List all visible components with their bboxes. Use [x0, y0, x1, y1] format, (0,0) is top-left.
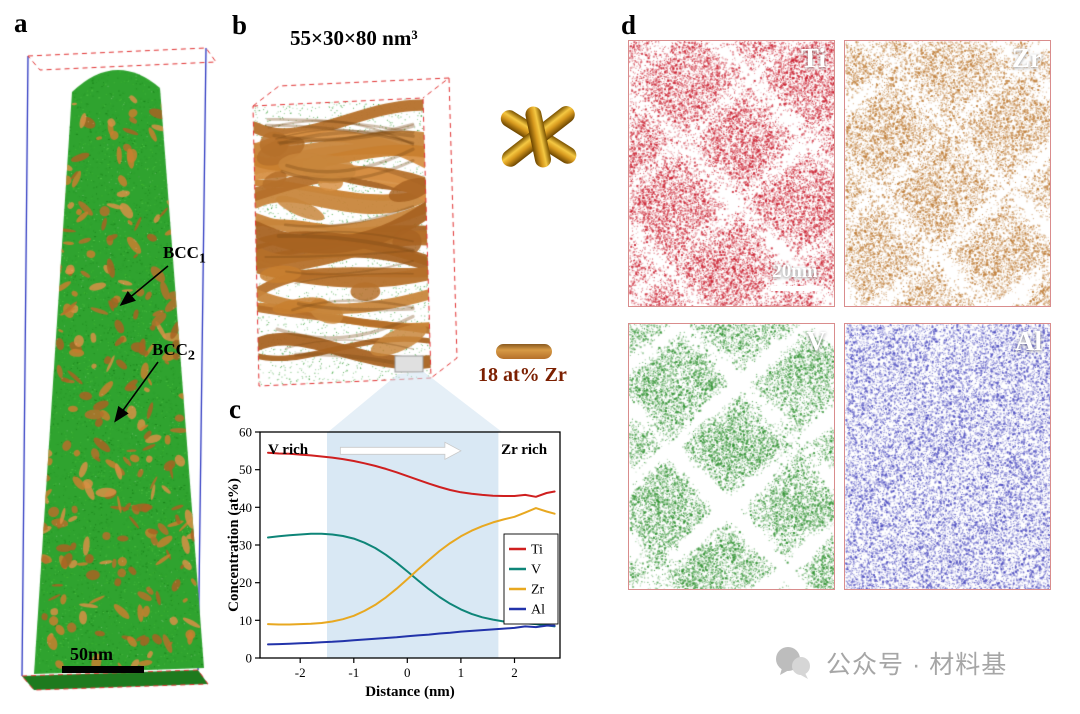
- panel-a-scalebar: [62, 666, 144, 673]
- watermark-text: 公众号 · 材料基: [826, 651, 1008, 679]
- v-map-canvas: [629, 324, 834, 589]
- watermark: 公众号 · 材料基: [772, 642, 1007, 684]
- panel-d-scalebar: 20nm: [771, 261, 819, 291]
- svg-text:Zr rich: Zr rich: [501, 442, 548, 458]
- bcc2-annotation: BCC2: [152, 340, 195, 364]
- zr-map-label: Zr: [1012, 43, 1042, 73]
- al-map-canvas: [845, 324, 1050, 589]
- element-map-v: V: [628, 323, 835, 590]
- bcc1-subscript: 1: [198, 250, 206, 267]
- isosurface-volume-rendering: [243, 56, 471, 394]
- panel-d-label: d: [621, 10, 637, 40]
- svg-text:40: 40: [239, 500, 252, 515]
- wechat-official-account-icon: [776, 647, 810, 679]
- element-map-ti: Ti 20nm: [628, 40, 835, 307]
- svg-text:Ti: Ti: [531, 543, 543, 558]
- al-map-label: Al: [1015, 326, 1042, 356]
- panel-b-label: b: [232, 10, 248, 40]
- svg-text:1: 1: [458, 665, 465, 680]
- element-map-al: Al: [844, 323, 1051, 590]
- svg-text:V rich: V rich: [268, 442, 309, 458]
- zr-map-canvas: [845, 41, 1050, 306]
- panel-a-scalebar-label: 50nm: [70, 644, 114, 664]
- svg-text:Concentration (at%): Concentration (at%): [226, 478, 242, 612]
- crossed-gold-cylinders-icon: [500, 106, 577, 168]
- panel-c-label: c: [229, 394, 241, 424]
- svg-text:0: 0: [246, 651, 253, 666]
- svg-text:Distance (nm): Distance (nm): [365, 684, 455, 700]
- concentration-profile-chart: -2 -1 0 1 2 0 10 20 30 40 50 60 Distance (nm) Concent…: [226, 408, 586, 708]
- svg-text:-1: -1: [348, 665, 359, 680]
- bcc1-text: BCC: [163, 243, 199, 262]
- isosurface-legend-capsule: [496, 344, 552, 359]
- isosurface-caption: 18 at% Zr: [478, 364, 567, 386]
- svg-text:60: 60: [239, 425, 252, 440]
- svg-text:V: V: [531, 563, 541, 578]
- svg-text:50: 50: [239, 462, 252, 477]
- bcc1-annotation: BCC1: [163, 243, 206, 267]
- svg-text:0: 0: [404, 665, 411, 680]
- bcc2-text: BCC: [152, 340, 188, 359]
- ti-map-label: Ti: [800, 43, 826, 73]
- svg-text:30: 30: [239, 538, 252, 553]
- svg-text:10: 10: [239, 613, 252, 628]
- bcc2-subscript: 2: [187, 347, 195, 364]
- panel-d-scalebar-bar: [771, 286, 819, 291]
- panel-d-scalebar-label: 20nm: [772, 261, 818, 282]
- v-map-label: V: [806, 326, 827, 356]
- element-map-zr: Zr: [844, 40, 1051, 307]
- svg-text:20: 20: [239, 575, 252, 590]
- svg-text:-2: -2: [295, 665, 306, 680]
- svg-text:Al: Al: [531, 603, 545, 618]
- svg-text:Zr: Zr: [531, 583, 545, 598]
- svg-text:2: 2: [511, 665, 518, 680]
- panel-b-volume-label: 55×30×80 nm³: [290, 26, 418, 50]
- apt-needle-reconstruction: [8, 26, 220, 708]
- ti-map-canvas: [629, 41, 834, 306]
